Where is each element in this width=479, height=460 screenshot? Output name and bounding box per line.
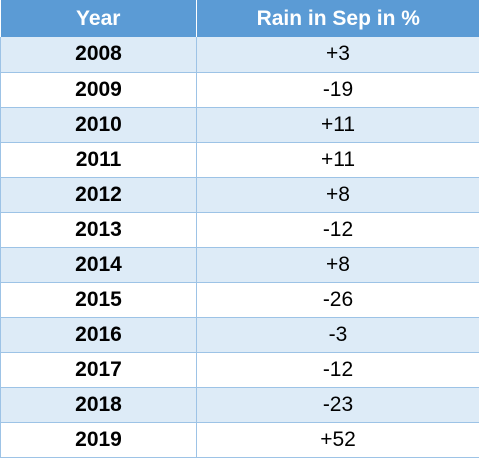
cell-year: 2016 [0,317,197,353]
header-year: Year [0,0,197,37]
table-row: 2009 -19 [0,72,479,108]
table-row: 2017 -12 [0,352,479,388]
cell-year: 2009 [0,72,197,108]
cell-year: 2014 [0,247,197,283]
cell-year: 2019 [0,422,197,458]
cell-rain: -19 [196,72,479,108]
cell-year: 2017 [0,352,197,388]
table-row: 2015 -26 [0,282,479,318]
cell-year: 2015 [0,282,197,318]
table-row: 2008 +3 [0,37,479,73]
cell-rain: -23 [196,387,479,423]
cell-rain: +11 [196,107,479,143]
cell-year: 2011 [0,142,197,178]
cell-rain: +8 [196,177,479,213]
cell-year: 2010 [0,107,197,143]
cell-year: 2018 [0,387,197,423]
table-row: 2016 -3 [0,317,479,353]
table-row: 2014 +8 [0,247,479,283]
cell-rain: +11 [196,142,479,178]
cell-rain: +52 [196,422,479,458]
table-row: 2012 +8 [0,177,479,213]
cell-rain: -26 [196,282,479,318]
table-row: 2013 -12 [0,212,479,248]
cell-rain: -12 [196,352,479,388]
cell-rain: +8 [196,247,479,283]
cell-year: 2012 [0,177,197,213]
table-body: 2008 +3 2009 -19 2010 +11 2011 +11 2012 +8 2013 -12… [0,37,479,458]
cell-rain: +3 [196,37,479,73]
header-rain: Rain in Sep in % [196,0,479,37]
table-row: 2018 -23 [0,387,479,423]
table-header-row: Year Rain in Sep in % [0,0,479,37]
cell-rain: -12 [196,212,479,248]
cell-rain: -3 [196,317,479,353]
table-row: 2019 +52 [0,422,479,458]
cell-year: 2013 [0,212,197,248]
cell-year: 2008 [0,37,197,73]
table-row: 2011 +11 [0,142,479,178]
table-row: 2010 +11 [0,107,479,143]
